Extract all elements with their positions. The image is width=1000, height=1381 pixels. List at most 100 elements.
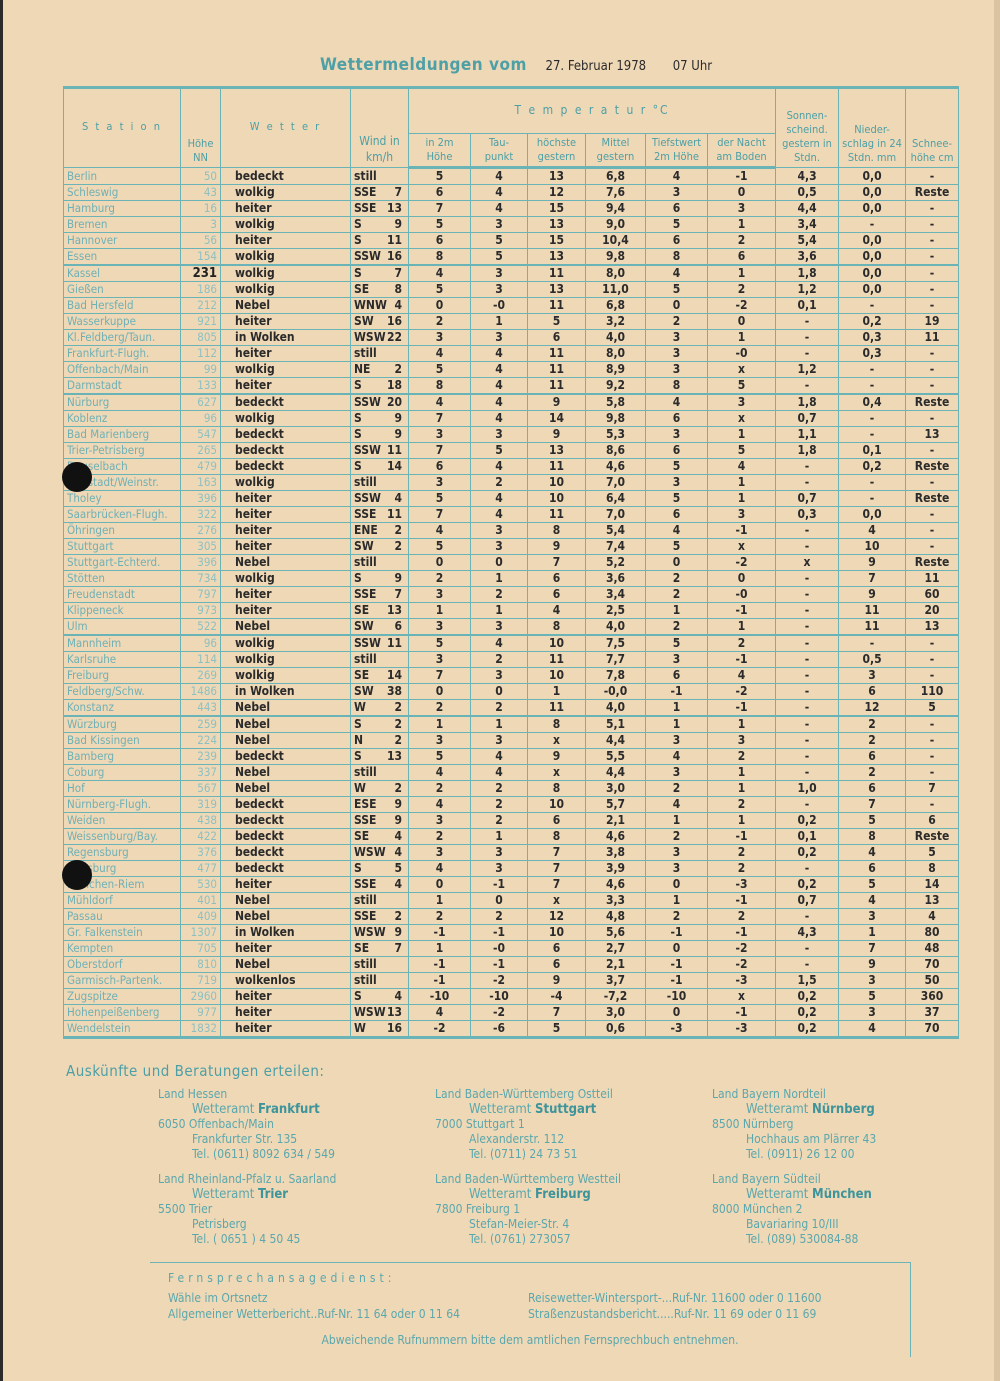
dew-point: 1 xyxy=(470,715,528,733)
weather: wolkig xyxy=(220,634,351,652)
office-city: Frankfurt xyxy=(258,1102,320,1117)
temp-2m: 4 xyxy=(408,345,471,362)
contact-land: Land Baden-Württemberg Ostteil xyxy=(435,1087,613,1101)
contact-office: Wetteramt Stuttgart xyxy=(435,1102,613,1117)
weather: Nebel xyxy=(220,699,351,717)
header-tiefst: Tiefstwert 2m Höhe xyxy=(645,133,708,169)
wind-speed: 9 xyxy=(394,411,402,426)
temp-2m: -1 xyxy=(408,924,471,941)
wind-direction: SSE xyxy=(354,587,377,602)
station-name: Frankfurt-Flugh. xyxy=(63,345,181,362)
station-name: Klippeneck xyxy=(63,602,181,619)
sunshine: 0,2 xyxy=(775,812,840,829)
min-ground: x xyxy=(706,988,777,1005)
min-ground: 1 xyxy=(706,490,777,507)
sunshine: 0,7 xyxy=(775,490,840,507)
station-name: Berlin xyxy=(63,167,181,185)
min-ground: -1 xyxy=(706,924,777,941)
station-name: Passau xyxy=(63,908,181,925)
precipitation: 0,0 xyxy=(838,264,907,282)
dew-point: 4 xyxy=(470,184,528,201)
snow-depth: 360 xyxy=(905,988,960,1005)
mean-yesterday: 2,1 xyxy=(585,812,646,829)
sunshine: 0,2 xyxy=(775,844,840,861)
mean-yesterday: 8,6 xyxy=(585,442,646,459)
contact-block: Land Rheinland-Pfalz u. Saarland Wetteram… xyxy=(158,1172,336,1247)
wind-speed: 9 xyxy=(394,571,402,586)
office-label: Wetteramt xyxy=(192,1102,255,1117)
weather: heiter xyxy=(220,506,351,523)
wind-speed: 4 xyxy=(394,845,402,860)
wind-speed: 11 xyxy=(386,636,402,650)
altitude: 477 xyxy=(180,860,221,877)
snow-depth: 80 xyxy=(905,924,960,941)
weather: Nebel xyxy=(220,956,351,973)
dew-point: 3 xyxy=(470,522,528,539)
office-city: Nürnberg xyxy=(812,1102,875,1117)
max-yesterday: 14 xyxy=(527,410,586,427)
table-row: Bad Marienberg 547 bedeckt S 9 3 3 9 5,3 3 1 1,1-13 xyxy=(63,426,960,443)
altitude: 479 xyxy=(180,458,221,475)
max-yesterday: 10 xyxy=(527,634,586,652)
max-yesterday: 10 xyxy=(527,667,586,684)
contact-office: Wetteramt Freiburg xyxy=(435,1187,621,1202)
wind-direction: WSW xyxy=(354,330,386,345)
wind-direction: SSE xyxy=(354,201,377,216)
wind-speed: 22 xyxy=(386,330,402,345)
wind-direction: still xyxy=(354,555,377,570)
contact-block: Land Bayern Nordteil Wetteramt Nürnberg 85… xyxy=(712,1087,876,1162)
sunshine: - xyxy=(775,634,840,652)
table-row: Nürburg 627 bedeckt SSW 20 4 4 9 5,8 4 3 1,8 0,4 Rest… xyxy=(63,393,960,411)
title-time: 07 Uhr xyxy=(672,59,713,74)
precipitation: - xyxy=(838,297,907,314)
wind-speed: 9 xyxy=(394,925,402,940)
precipitation: 0,0 xyxy=(838,281,907,298)
station-name: Freudenstadt xyxy=(63,586,181,603)
dew-point: 3 xyxy=(470,426,528,443)
altitude: 322 xyxy=(180,506,221,523)
min-2m: 2 xyxy=(645,313,708,330)
wind-direction: still xyxy=(354,168,377,183)
min-ground: 4 xyxy=(706,667,777,684)
mean-yesterday: -7,2 xyxy=(585,988,646,1005)
wind-direction: WNW xyxy=(354,298,387,313)
wind-speed: 5 xyxy=(394,861,402,876)
weather: heiter xyxy=(220,345,351,362)
temp-2m: 2 xyxy=(408,699,471,717)
snow-depth: 20 xyxy=(905,602,960,619)
max-yesterday: 11 xyxy=(527,699,586,717)
dew-point: 4 xyxy=(470,410,528,427)
precipitation: - xyxy=(838,634,907,652)
temp-2m: 5 xyxy=(408,361,471,378)
min-2m: 3 xyxy=(645,651,708,668)
min-2m: 4 xyxy=(645,522,708,539)
table-row: Regensburg 376 bedeckt WSW 4 3 3 7 3,8 3 2 0,2 4 5 xyxy=(63,844,960,861)
min-ground: 2 xyxy=(706,844,777,861)
temp-2m: 1 xyxy=(408,602,471,619)
phone-line: Allgemeiner Wetterbericht..Ruf-Nr. 11 64… xyxy=(168,1307,460,1321)
wind: still xyxy=(350,474,409,491)
contact-block: Land Baden-Württemberg Ostteil Wetteramt … xyxy=(435,1087,613,1162)
wind: SE 14 xyxy=(350,667,409,684)
contact-phone: Tel. (089) 530084-88 xyxy=(746,1232,859,1246)
table-row: Frankfurt-Flugh. 112 heiter still 4 4 11 8,0 3 -0… xyxy=(63,345,960,362)
min-2m: 0 xyxy=(645,554,708,571)
wind-speed: 13 xyxy=(386,749,402,764)
max-yesterday: 6 xyxy=(527,956,586,973)
dew-point: 3 xyxy=(470,860,528,877)
station-name: Coburg xyxy=(63,764,181,781)
min-2m: 5 xyxy=(645,538,708,555)
sunshine: 4,3 xyxy=(775,167,840,185)
table-row: Passau 409 Nebel SSE 2 2 2 12 4,8 2 2-3 4 xyxy=(63,908,960,925)
min-ground: -3 xyxy=(706,1020,777,1039)
temp-2m: 0 xyxy=(408,554,471,571)
precipitation: 7 xyxy=(838,796,907,813)
snow-depth: - xyxy=(905,522,960,539)
altitude: 1486 xyxy=(180,683,221,700)
mean-yesterday: 4,0 xyxy=(585,699,646,717)
min-ground: -1 xyxy=(706,167,777,185)
snow-depth: - xyxy=(905,361,960,378)
station-name: Garmisch-Partenk. xyxy=(63,972,181,989)
table-row: München-Riem 530 heiter SSE 4 0 -1 7 4,6 0 -3 0,2 5 1… xyxy=(63,876,960,893)
temp-2m: 4 xyxy=(408,764,471,781)
